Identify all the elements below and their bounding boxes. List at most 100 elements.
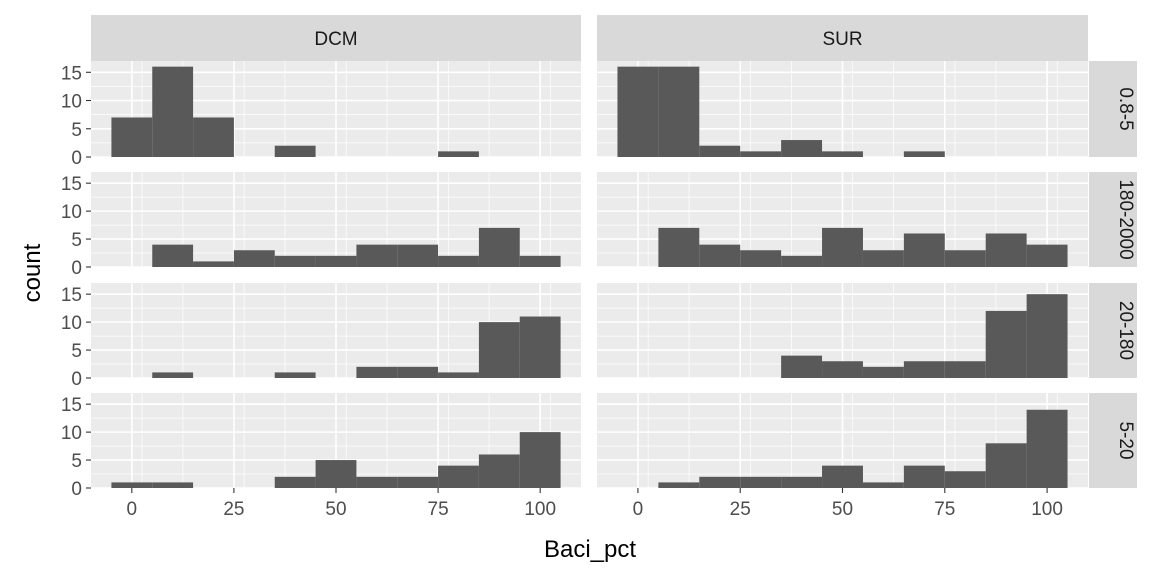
histogram-bar: [781, 476, 823, 488]
x-tick-label: 100: [1031, 499, 1063, 520]
column-strip: [91, 15, 581, 61]
histogram-bar: [822, 361, 863, 378]
histogram-bar: [985, 233, 1027, 267]
histogram-bar: [740, 151, 782, 157]
panel-sur-5-20: [597, 393, 1088, 489]
column-strip: [597, 15, 1088, 61]
histogram-bar: [822, 465, 863, 488]
y-tick-label: 0: [71, 479, 82, 500]
row-strip: [1089, 61, 1137, 157]
y-tick-label: 0: [71, 148, 82, 169]
panel-sur-0-8-5: [597, 61, 1088, 158]
row-strip: [1089, 393, 1137, 488]
histogram-bar: [356, 244, 398, 267]
panel-sur-180-2000: [597, 172, 1088, 268]
histogram-bar: [152, 482, 194, 488]
histogram-bar: [233, 250, 275, 267]
histogram-bar: [1026, 244, 1068, 267]
histogram-bar: [152, 372, 194, 378]
histogram-bar: [903, 233, 945, 267]
histogram-bar: [193, 117, 234, 157]
histogram-bar: [985, 443, 1027, 488]
histogram-bar: [315, 460, 357, 488]
histogram-bar: [356, 366, 398, 378]
y-tick-label: 10: [61, 423, 82, 444]
histogram-bar: [740, 476, 782, 488]
histogram-bar: [315, 255, 357, 267]
column-strip-label: SUR: [822, 29, 862, 50]
column-strip-label: DCM: [314, 29, 357, 50]
y-tick-label: 0: [71, 258, 82, 279]
panel-sur-20-180: [597, 283, 1088, 379]
histogram-bar: [438, 372, 479, 378]
x-tick-label: 75: [934, 499, 955, 520]
histogram-bar: [658, 227, 700, 267]
histogram-bar: [862, 482, 904, 488]
y-axis-title: count: [19, 243, 46, 302]
histogram-bar: [274, 476, 316, 488]
histogram-bar: [1026, 294, 1068, 378]
histogram-bar: [822, 227, 863, 267]
histogram-bar: [478, 454, 520, 488]
histogram-bar: [519, 255, 561, 267]
row-strip: [1089, 172, 1137, 267]
histogram-bar: [152, 66, 194, 157]
histogram-bar: [356, 476, 398, 488]
x-tick-label: 25: [730, 499, 751, 520]
histogram-bar: [658, 482, 700, 488]
histogram-bar: [478, 227, 520, 267]
histogram-bar: [519, 316, 561, 378]
panels-layer: [91, 61, 1088, 489]
row-strip-label: 180-2000: [1115, 179, 1136, 259]
histogram-bar: [903, 361, 945, 378]
histogram-bar: [397, 476, 439, 488]
histogram-bar: [111, 117, 153, 157]
histogram-bar: [903, 151, 945, 157]
histogram-bar: [274, 372, 316, 378]
y-tick-label: 15: [61, 285, 82, 306]
x-axis-title: Baci_pct: [544, 536, 636, 563]
y-tick-label: 10: [61, 92, 82, 113]
row-strip-label: 20-180: [1115, 301, 1136, 360]
y-tick-label: 15: [61, 63, 82, 84]
strips-layer: DCM SUR 0.8-5 180-2000 20-180 5-20: [91, 15, 1137, 488]
histogram-bar: [944, 250, 986, 267]
histogram-bar: [862, 250, 904, 267]
histogram-bar: [274, 255, 316, 267]
histogram-bar: [944, 471, 986, 488]
histogram-bar: [274, 145, 316, 157]
panel-dcm-180-2000: [91, 172, 581, 268]
histogram-bar: [397, 244, 439, 267]
histogram-bar: [658, 66, 700, 157]
histogram-bar: [152, 244, 194, 267]
row-strip-label: 0.8-5: [1115, 87, 1136, 130]
histogram-bar: [903, 465, 945, 488]
histogram-bar: [985, 310, 1027, 378]
histogram-bar: [478, 322, 520, 378]
histogram-bar: [740, 250, 782, 267]
histogram-bar: [699, 244, 741, 267]
histogram-bar: [862, 366, 904, 378]
axes-layer: 0 5 10 15 0 5 10 15 0 5 10 15 0 5 10 15 0 25 50 75 100 0 25 50 7…: [61, 63, 1063, 520]
histogram-bar: [617, 66, 659, 157]
y-tick-label: 5: [71, 451, 82, 472]
y-tick-label: 10: [61, 202, 82, 223]
histogram-bar: [438, 465, 479, 488]
y-tick-label: 0: [71, 369, 82, 390]
x-tick-label: 100: [524, 499, 556, 520]
histogram-bar: [111, 482, 153, 488]
histogram-bar: [397, 366, 439, 378]
x-tick-label: 25: [223, 499, 244, 520]
y-tick-label: 5: [71, 230, 82, 251]
histogram-bar: [438, 151, 479, 157]
row-strip: [1089, 283, 1137, 378]
panel-dcm-5-20: [91, 393, 581, 489]
histogram-bar: [1026, 409, 1068, 488]
x-tick-label: 75: [428, 499, 449, 520]
y-tick-label: 5: [71, 341, 82, 362]
x-tick-label: 0: [127, 499, 138, 520]
x-tick-label: 50: [325, 499, 346, 520]
histogram-bar: [438, 255, 479, 267]
histogram-bar: [781, 140, 823, 157]
histogram-bar: [944, 361, 986, 378]
